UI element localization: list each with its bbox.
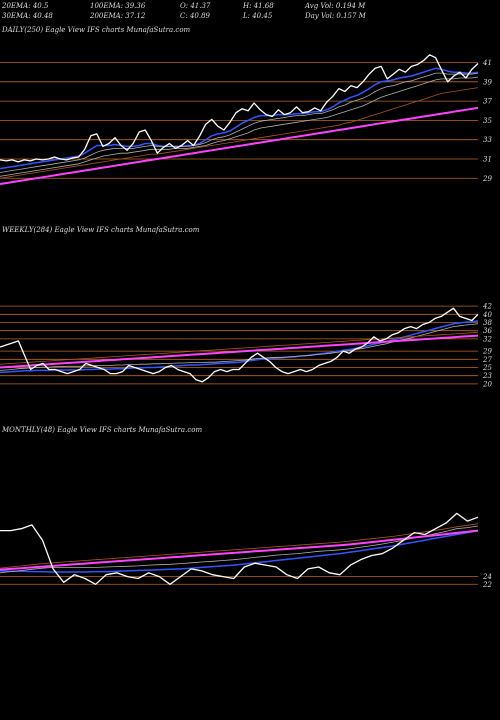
daily-y-tick-label: 33 <box>483 136 492 144</box>
weekly-y-tick-label: 20 <box>482 380 492 388</box>
ema20-label: 20EMA: 40.5 <box>2 2 49 10</box>
ema100-label: 100EMA: 39.36 <box>90 2 146 10</box>
close-label: C: 40.89 <box>180 12 210 20</box>
daily-ema-slow-line <box>0 106 479 185</box>
daily-y-tick-label: 37 <box>483 98 492 106</box>
daily-price-line <box>0 54 479 163</box>
weekly-price-line <box>0 307 479 383</box>
monthly-y-tick-label: 22 <box>482 581 492 589</box>
daily-chart-panel: 41 39 37 35 33 31 29 <box>0 54 492 185</box>
low-label: L: 40.45 <box>243 12 273 20</box>
monthly-ema-brown-line <box>0 523 479 569</box>
weekly-ema-slow-line <box>0 334 479 369</box>
weekly-ema-brown-line <box>0 331 479 365</box>
daily-y-tick-label: 29 <box>482 175 492 183</box>
day-vol-label: Day Vol: 0.157 M <box>305 12 366 20</box>
ema200-label: 200EMA: 37.12 <box>90 12 146 20</box>
monthly-ema-slow-line <box>0 529 479 571</box>
weekly-y-tick-label: 32 <box>483 335 492 343</box>
daily-panel-title: DAILY(250) Eagle View IFS charts MunafaS… <box>2 26 191 34</box>
daily-ema-brown-line <box>0 87 479 179</box>
daily-y-tick-label: 39 <box>483 78 492 86</box>
monthly-price-line <box>0 512 479 585</box>
daily-ema-mid-line <box>0 76 479 177</box>
ema30-label: 30EMA: 40.48 <box>2 12 53 20</box>
weekly-y-tick-label: 36 <box>483 327 492 335</box>
daily-ema-mid-line <box>0 72 479 173</box>
daily-y-tick-label: 31 <box>483 155 492 163</box>
weekly-y-tick-label: 42 <box>482 303 492 311</box>
monthly-ema-mid-line <box>0 525 479 574</box>
weekly-y-tick-label: 40 <box>482 311 492 319</box>
daily-y-tick-label: 41 <box>482 59 492 67</box>
weekly-panel-title: WEEKLY(284) Eagle View IFS charts Munafa… <box>2 226 200 234</box>
weekly-y-tick-label: 27 <box>482 356 492 364</box>
monthly-panel-title: MONTHLY(48) Eagle View IFS charts Munafa… <box>2 426 203 434</box>
monthly-y-tick-label: 24 <box>482 573 492 581</box>
weekly-y-tick-label: 23 <box>482 372 492 380</box>
monthly-ema-fast-line <box>0 529 479 573</box>
high-label: H: 41.68 <box>243 2 274 10</box>
weekly-y-tick-label: 25 <box>482 364 492 372</box>
open-label: O: 41.37 <box>180 2 211 10</box>
avg-vol-label: Avg Vol: 0.194 M <box>305 2 366 10</box>
daily-y-tick-label: 35 <box>483 117 492 125</box>
weekly-y-tick-label: 38 <box>483 319 492 327</box>
weekly-y-tick-label: 29 <box>482 348 492 356</box>
